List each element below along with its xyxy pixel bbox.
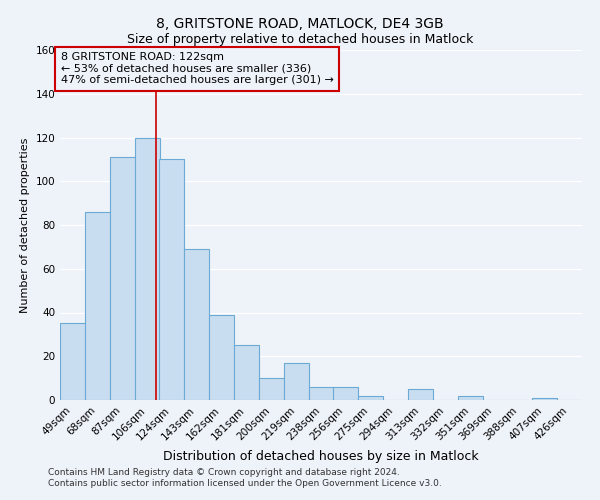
- Bar: [408, 389, 433, 400]
- Bar: [532, 398, 557, 400]
- Bar: [309, 387, 334, 400]
- Bar: [259, 378, 284, 400]
- Bar: [184, 249, 209, 400]
- Bar: [135, 138, 160, 400]
- Bar: [209, 314, 234, 400]
- Text: 8, GRITSTONE ROAD, MATLOCK, DE4 3GB: 8, GRITSTONE ROAD, MATLOCK, DE4 3GB: [156, 18, 444, 32]
- Y-axis label: Number of detached properties: Number of detached properties: [20, 138, 30, 312]
- Bar: [284, 363, 309, 400]
- Text: 8 GRITSTONE ROAD: 122sqm
← 53% of detached houses are smaller (336)
47% of semi-: 8 GRITSTONE ROAD: 122sqm ← 53% of detach…: [61, 52, 334, 86]
- Bar: [458, 396, 483, 400]
- Bar: [159, 160, 184, 400]
- Bar: [358, 396, 383, 400]
- Bar: [85, 212, 110, 400]
- Bar: [333, 387, 358, 400]
- Bar: [60, 324, 85, 400]
- Text: Size of property relative to detached houses in Matlock: Size of property relative to detached ho…: [127, 32, 473, 46]
- Bar: [110, 157, 135, 400]
- X-axis label: Distribution of detached houses by size in Matlock: Distribution of detached houses by size …: [163, 450, 479, 463]
- Text: Contains HM Land Registry data © Crown copyright and database right 2024.
Contai: Contains HM Land Registry data © Crown c…: [48, 468, 442, 487]
- Bar: [234, 346, 259, 400]
